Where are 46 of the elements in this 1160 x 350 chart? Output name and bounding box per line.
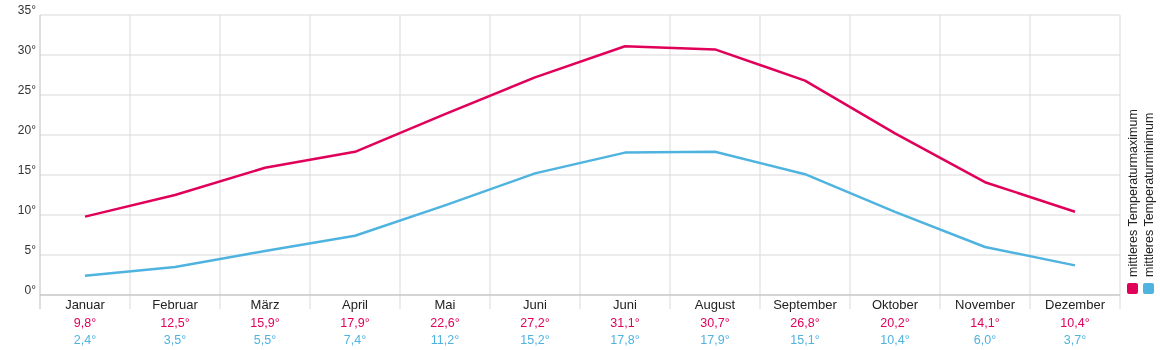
data-label: 31,1° (610, 316, 640, 330)
x-tick-label: Dezember (1045, 297, 1106, 312)
data-label: 30,7° (700, 316, 730, 330)
data-label: 11,2° (430, 333, 460, 347)
data-label: 22,6° (430, 316, 460, 330)
y-tick-label: 5° (24, 242, 37, 257)
data-label: 17,9° (340, 316, 370, 330)
x-tick-label: Mai (434, 297, 456, 312)
data-label: 12,5° (160, 316, 190, 330)
data-label: 7,4° (343, 333, 367, 347)
x-tick-label: August (694, 297, 736, 312)
y-tick-label: 10° (17, 202, 37, 217)
x-tick-label: September (773, 297, 838, 312)
data-label: 3,5° (163, 333, 187, 347)
data-label: 15,1° (790, 333, 820, 347)
data-label: 15,9° (250, 316, 280, 330)
data-label: 9,8° (73, 316, 97, 330)
x-tick-label: Februar (152, 297, 199, 312)
data-label: 2,4° (73, 333, 97, 347)
data-label: 17,8° (610, 333, 640, 347)
y-tick-label: 35° (17, 2, 37, 17)
x-tick-label: Januar (65, 297, 106, 312)
text: mittleres Temperaturminimum (1142, 112, 1156, 277)
y-tick-label: 30° (17, 42, 37, 57)
x-tick-label: März (250, 297, 280, 312)
y-tick-label: 20° (17, 122, 37, 137)
x-tick-label: Juni (613, 297, 638, 312)
data-label: 14,1° (970, 316, 1000, 330)
x-tick-label: Juni (523, 297, 548, 312)
y-tick-label: 25° (17, 82, 37, 97)
data-label: 20,2° (880, 316, 910, 330)
data-label: 5,5° (253, 333, 277, 347)
data-label: 10,4° (880, 333, 910, 347)
data-label: 27,2° (520, 316, 550, 330)
data-label: 6,0° (973, 333, 997, 347)
y-tick-label: 0° (24, 282, 37, 297)
y-tick-label: 15° (17, 162, 37, 177)
data-label: 26,8° (790, 316, 820, 330)
data-label: 17,9° (700, 333, 730, 347)
data-label: 3,7° (1063, 333, 1087, 347)
data-label: 10,4° (1060, 316, 1090, 330)
x-tick-label: Oktober (871, 297, 919, 312)
data-label: 15,2° (520, 333, 550, 347)
x-tick-label: November (955, 297, 1016, 312)
x-tick-label: April (341, 297, 369, 312)
text: mittleres Temperaturmaximum (1126, 109, 1140, 277)
